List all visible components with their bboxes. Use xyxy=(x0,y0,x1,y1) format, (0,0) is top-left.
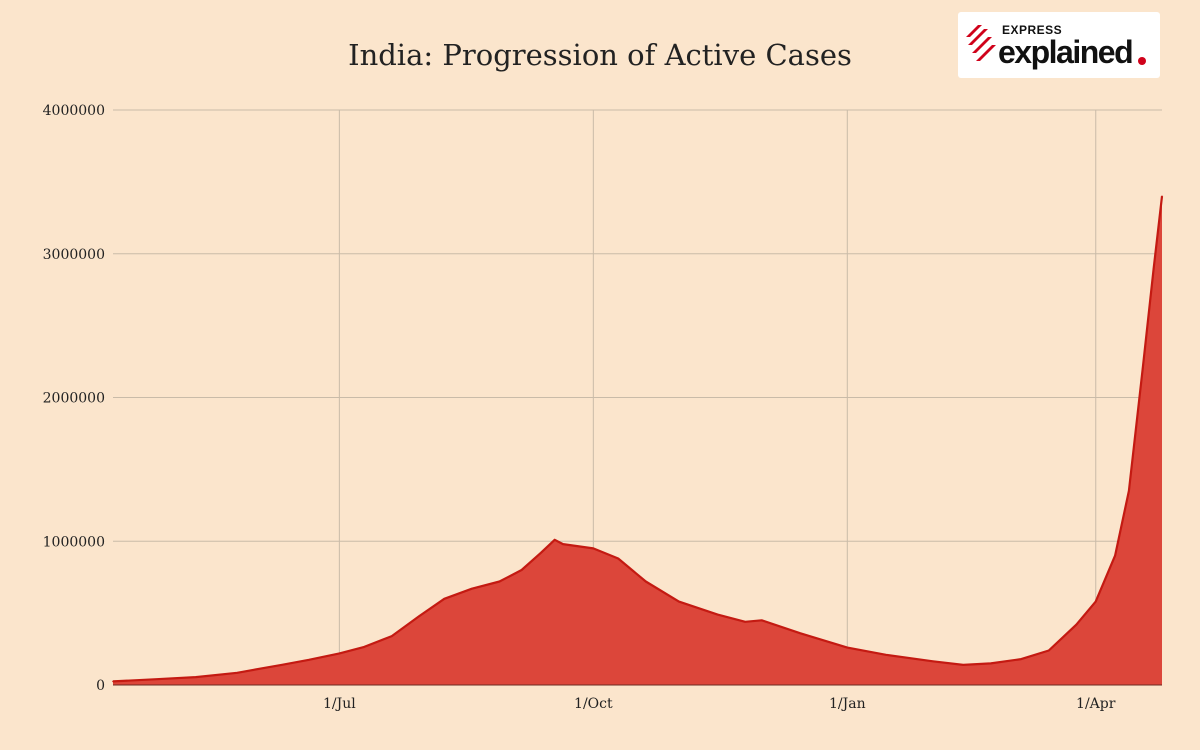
y-tick-label: 4000000 xyxy=(43,103,105,119)
data-point xyxy=(338,652,341,655)
data-point xyxy=(280,664,283,666)
data-point xyxy=(846,646,849,649)
data-point xyxy=(962,664,965,666)
logo-kicker: EXPRESS xyxy=(1002,23,1063,37)
data-point xyxy=(443,597,446,600)
data-point xyxy=(617,557,619,560)
y-tick-label: 0 xyxy=(96,678,105,694)
data-point xyxy=(540,551,542,554)
data-point xyxy=(592,547,595,550)
data-point xyxy=(236,671,239,674)
data-point xyxy=(195,676,197,678)
data-point xyxy=(391,635,393,637)
data-point xyxy=(716,613,719,616)
x-tick-label: 1/Oct xyxy=(574,696,613,712)
logo-dot xyxy=(1138,57,1146,65)
data-point xyxy=(1161,195,1163,198)
data-point xyxy=(418,615,421,617)
data-point xyxy=(799,632,802,635)
data-point xyxy=(760,619,763,622)
data-point xyxy=(308,659,310,661)
y-tick-label: 2000000 xyxy=(43,391,105,407)
data-point xyxy=(1048,649,1050,652)
data-point xyxy=(1075,623,1078,626)
data-point xyxy=(1020,658,1023,660)
x-tick-label: 1/Jul xyxy=(323,696,356,712)
x-tick-label: 1/Jan xyxy=(829,696,866,712)
data-point xyxy=(678,600,680,603)
data-point xyxy=(153,678,156,681)
x-tick-label: 1/Apr xyxy=(1076,696,1116,712)
data-point xyxy=(1128,490,1130,492)
data-point xyxy=(498,580,501,583)
data-point xyxy=(112,680,114,683)
axes: 0 1000000 2000000 3000000 4000000 1/Jul 1/Oct 1… xyxy=(43,103,1162,712)
logo-wordmark: explained xyxy=(998,34,1134,70)
data-point xyxy=(1152,267,1155,269)
data-point xyxy=(644,580,647,583)
active-cases-area xyxy=(113,196,1162,686)
grid xyxy=(113,109,1162,685)
data-point xyxy=(562,543,564,545)
data-point xyxy=(1114,554,1116,557)
data-point xyxy=(1141,367,1144,370)
data-point xyxy=(363,646,366,648)
data-point xyxy=(471,587,473,590)
plot-area xyxy=(112,195,1164,686)
data-point xyxy=(1094,600,1097,603)
chart-title: India: Progression of Active Cases xyxy=(348,38,852,72)
data-point xyxy=(744,620,746,623)
y-tick-label: 1000000 xyxy=(43,534,105,550)
express-explained-logo: EXPRESS explained xyxy=(958,12,1160,78)
express-logo-icon xyxy=(966,25,996,61)
data-point xyxy=(520,569,523,571)
data-point xyxy=(932,660,934,663)
y-tick-label: 3000000 xyxy=(43,247,105,263)
data-point xyxy=(885,654,887,656)
data-point xyxy=(553,539,556,541)
data-point xyxy=(990,662,992,665)
